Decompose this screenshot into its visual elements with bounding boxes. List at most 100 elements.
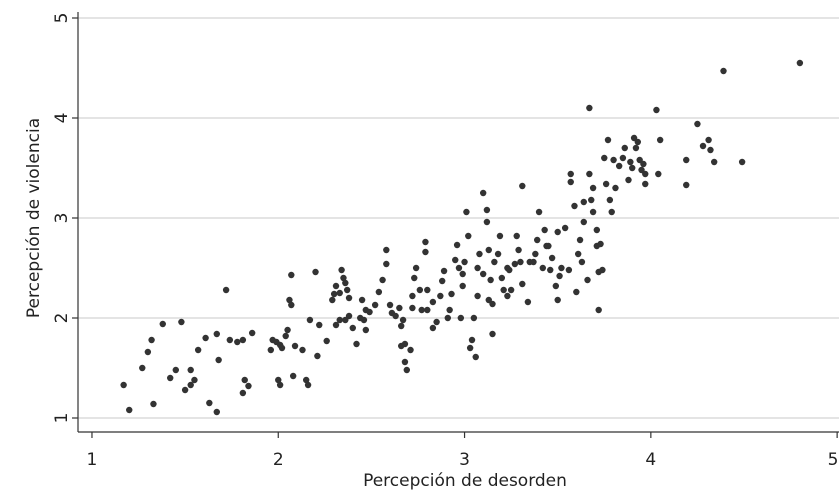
- point: [288, 301, 295, 309]
- point: [440, 267, 448, 275]
- point: [379, 276, 386, 284]
- point: [589, 184, 597, 192]
- point: [472, 353, 479, 361]
- point: [554, 296, 561, 304]
- point: [392, 312, 399, 320]
- point: [479, 189, 487, 197]
- point: [452, 256, 459, 264]
- point: [593, 226, 601, 234]
- point: [401, 358, 409, 366]
- point: [234, 338, 241, 346]
- point: [187, 366, 194, 374]
- point: [565, 266, 573, 274]
- point: [375, 288, 383, 296]
- point: [215, 356, 222, 364]
- point: [465, 232, 472, 240]
- point: [248, 329, 256, 337]
- point: [576, 236, 584, 244]
- point: [796, 59, 804, 67]
- point: [418, 306, 425, 314]
- point: [459, 282, 466, 290]
- point: [535, 208, 543, 216]
- point: [573, 288, 580, 296]
- point: [245, 382, 252, 390]
- point: [411, 274, 418, 282]
- point: [642, 170, 649, 178]
- point: [595, 306, 602, 314]
- point: [213, 330, 220, 338]
- point: [422, 248, 429, 256]
- point: [474, 264, 481, 272]
- point: [342, 279, 349, 287]
- point: [206, 399, 213, 407]
- point: [267, 346, 275, 354]
- point: [276, 381, 284, 389]
- point: [474, 292, 481, 300]
- point: [519, 280, 526, 288]
- point: [655, 170, 662, 178]
- point: [619, 154, 627, 162]
- point: [602, 180, 610, 188]
- point: [466, 344, 474, 352]
- point: [627, 158, 634, 166]
- point: [720, 67, 727, 75]
- point: [159, 320, 166, 328]
- point: [506, 266, 513, 274]
- point: [150, 400, 157, 408]
- point: [144, 348, 152, 356]
- point: [299, 346, 306, 354]
- point: [336, 289, 343, 297]
- point: [485, 246, 492, 254]
- y-tick-label: 4: [52, 113, 72, 124]
- point: [524, 298, 532, 306]
- point: [424, 286, 431, 294]
- point: [120, 381, 127, 389]
- point: [519, 182, 526, 190]
- point: [604, 136, 612, 144]
- point: [470, 314, 478, 322]
- point: [457, 314, 465, 322]
- point: [338, 266, 345, 274]
- point: [438, 277, 446, 285]
- point: [444, 314, 451, 322]
- point: [345, 294, 353, 302]
- point: [342, 316, 349, 324]
- point: [213, 408, 220, 416]
- point: [580, 218, 587, 226]
- point: [349, 324, 356, 332]
- point: [496, 232, 504, 240]
- point: [453, 241, 461, 249]
- point: [399, 316, 407, 324]
- point: [494, 250, 502, 258]
- point: [584, 276, 591, 284]
- point: [446, 306, 453, 314]
- point: [705, 136, 712, 144]
- point: [316, 321, 323, 329]
- point: [343, 286, 351, 294]
- point: [455, 264, 463, 272]
- point: [278, 344, 286, 352]
- point: [401, 340, 409, 348]
- point: [554, 228, 561, 236]
- point: [202, 334, 209, 342]
- point: [608, 208, 615, 216]
- x-axis-label: Percepción de desorden: [363, 471, 567, 491]
- x-tick-label: 3: [459, 450, 470, 470]
- point: [340, 274, 347, 282]
- point: [738, 158, 746, 166]
- point: [332, 321, 340, 329]
- point: [329, 296, 336, 304]
- point: [634, 138, 642, 146]
- point: [636, 156, 643, 164]
- point: [534, 236, 541, 244]
- point: [362, 326, 370, 334]
- point: [226, 336, 234, 344]
- point: [383, 260, 390, 268]
- y-tick-label: 5: [52, 13, 72, 24]
- point: [194, 346, 202, 354]
- point: [239, 336, 247, 344]
- y-tick-label: 2: [52, 313, 72, 324]
- point: [289, 372, 297, 380]
- point: [642, 180, 649, 188]
